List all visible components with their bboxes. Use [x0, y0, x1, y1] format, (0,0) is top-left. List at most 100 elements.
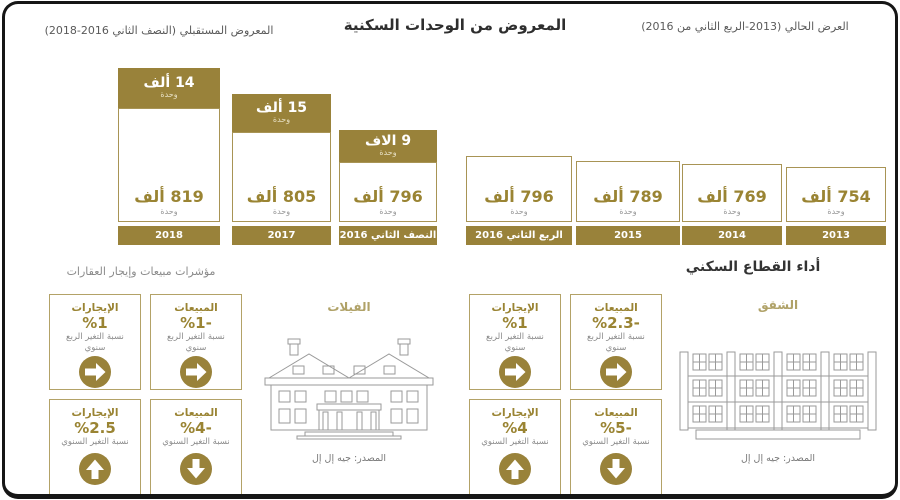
change-period-label: نسبة التغير السنوي [162, 437, 230, 447]
indicator-box: الإيجارات %4 نسبة التغير السنوي [469, 399, 561, 494]
indicator-box: الإيجارات %2.5 نسبة التغير السنوي [49, 399, 141, 494]
supply-bar: 769 ألف وحدة [682, 164, 782, 222]
cap-value: 9 الاف [364, 132, 412, 149]
bar-unit: وحدة [723, 206, 741, 216]
supply-bar: 789 ألف وحدة [576, 161, 680, 222]
bar-value: 805 ألف [246, 187, 317, 207]
supply-bar: 15 ألف وحدة 805 ألف وحدة [232, 94, 331, 222]
indicator-box: المبيعات %5- نسبة التغير السنوي [570, 399, 662, 494]
indicator-title: المبيعات [594, 302, 638, 314]
supply-bar-body: 805 ألف وحدة [232, 132, 331, 222]
indicator-box: المبيعات %4- نسبة التغير السنوي [150, 399, 242, 494]
supply-bar: 796 ألف وحدة [466, 156, 572, 222]
future-supply-cap: 9 الاف وحدة [339, 130, 437, 162]
future-supply-header: المعروض المستقبلي (النصف الثاني 2016-201… [44, 24, 274, 37]
villas-label: الفيلات [327, 300, 371, 314]
indicator-percentage: %2.3- [592, 314, 640, 332]
indicator-title: الإيجارات [491, 407, 539, 419]
current-supply-header: العرض الحالي (2013-الربع الثاني من 2016) [641, 20, 849, 33]
supply-bar: 14 ألف وحدة 819 ألف وحدة [118, 68, 220, 222]
sales-rent-indicators-heading: مؤشرات مبيعات وإيجار العقارات [66, 265, 216, 278]
supply-bar-body: 754 ألف وحدة [786, 167, 886, 222]
cap-unit: وحدة [379, 148, 397, 158]
supply-bar: 9 الاف وحدة 796 ألف وحدة [339, 130, 437, 222]
change-period-label: نسبة التغير الربع سنوي [587, 332, 645, 354]
bar-unit: وحدة [827, 206, 845, 216]
arrow-up-icon [78, 452, 112, 486]
indicator-title: المبيعات [174, 407, 218, 419]
source-label: المصدر: جيه إل إل [740, 453, 815, 464]
apartments-figure: الشقق المصدر: جيه إل إل [663, 298, 893, 464]
bar-value: 754 ألف [801, 187, 871, 207]
indicator-percentage: %1 [502, 314, 528, 332]
supply-bar-body: 819 ألف وحدة [118, 108, 220, 222]
future-supply-cap: 15 ألف وحدة [232, 94, 331, 132]
bar-year-label: 2018 [118, 226, 220, 245]
arrow-down-icon [179, 452, 213, 486]
cap-unit: وحدة [160, 90, 178, 100]
chart-title: المعروض من الوحدات السكنية [343, 16, 567, 34]
apartments-label: الشقق [757, 298, 799, 312]
indicator-title: الإيجارات [491, 302, 539, 314]
villas-figure: الفيلات ال [251, 300, 447, 464]
apartment-building-icon [674, 350, 882, 446]
indicator-percentage: %5- [600, 419, 632, 437]
future-supply-cap: 14 ألف وحدة [118, 68, 220, 108]
supply-bar-body: 796 ألف وحدة [466, 156, 572, 222]
supply-bar-body: 789 ألف وحدة [576, 161, 680, 222]
villas-indicator-boxes: الإيجارات %1 نسبة التغير الربع سنوي المبيعا… [49, 294, 242, 494]
indicator-percentage: %4- [180, 419, 212, 437]
arrow-down-icon [599, 452, 633, 486]
indicator-title: المبيعات [594, 407, 638, 419]
indicator-box: المبيعات %1- نسبة التغير الربع سنوي [150, 294, 242, 390]
sector-performance-heading: أداء القطاع السكني [685, 259, 821, 275]
indicator-title: الإيجارات [71, 302, 119, 314]
change-period-label: نسبة التغير السنوي [61, 437, 129, 447]
bar-unit: وحدة [160, 206, 178, 216]
supply-bar: 754 ألف وحدة [786, 167, 886, 222]
indicator-percentage: %1- [180, 314, 212, 332]
bar-unit: وحدة [619, 206, 637, 216]
change-period-label: نسبة التغير الربع سنوي [66, 332, 124, 354]
indicator-percentage: %1 [82, 314, 108, 332]
source-label: المصدر: جيه إل إل [311, 453, 386, 464]
change-period-label: نسبة التغير الربع سنوي [486, 332, 544, 354]
arrow-right-icon [498, 355, 532, 389]
indicator-box: الإيجارات %1 نسبة التغير الربع سنوي [49, 294, 141, 390]
bar-value: 789 ألف [593, 187, 663, 207]
indicator-title: الإيجارات [71, 407, 119, 419]
cap-value: 15 ألف [255, 99, 308, 116]
indicator-box: المبيعات %2.3- نسبة التغير الربع سنوي [570, 294, 662, 390]
indicator-percentage: %4 [502, 419, 528, 437]
bar-year-label: 2017 [232, 226, 331, 245]
bar-year-label: الربع الثاني 2016 [466, 226, 572, 245]
change-period-label: نسبة التغير السنوي [582, 437, 650, 447]
arrow-right-icon [78, 355, 112, 389]
bar-year-label: 2013 [786, 226, 886, 245]
change-period-label: نسبة التغير السنوي [481, 437, 549, 447]
indicator-title: المبيعات [174, 302, 218, 314]
apartments-indicator-boxes: الإيجارات %1 نسبة التغير الربع سنوي المبيعا… [469, 294, 662, 494]
bar-unit: وحدة [379, 206, 397, 216]
bar-value: 769 ألف [697, 187, 767, 207]
cap-unit: وحدة [272, 115, 291, 125]
cap-value: 14 ألف [143, 74, 195, 91]
arrow-right-icon [599, 355, 633, 389]
bar-value: 819 ألف [134, 187, 204, 207]
arrow-up-icon [498, 452, 532, 486]
supply-bar-body: 769 ألف وحدة [682, 164, 782, 222]
bar-value: 796 ألف [353, 187, 423, 207]
indicator-box: الإيجارات %1 نسبة التغير الربع سنوي [469, 294, 561, 390]
bar-year-label: 2014 [682, 226, 782, 245]
change-period-label: نسبة التغير الربع سنوي [167, 332, 225, 354]
bar-year-label: 2015 [576, 226, 680, 245]
supply-bar-body: 796 ألف وحدة [339, 162, 437, 222]
bar-unit: وحدة [272, 206, 291, 216]
villa-icon [259, 336, 439, 446]
indicator-percentage: %2.5 [74, 419, 116, 437]
arrow-right-icon [179, 355, 213, 389]
bar-unit: وحدة [510, 206, 528, 216]
bar-year-label: النصف الثاني 2016 [339, 226, 437, 245]
bar-value: 796 ألف [484, 187, 554, 207]
